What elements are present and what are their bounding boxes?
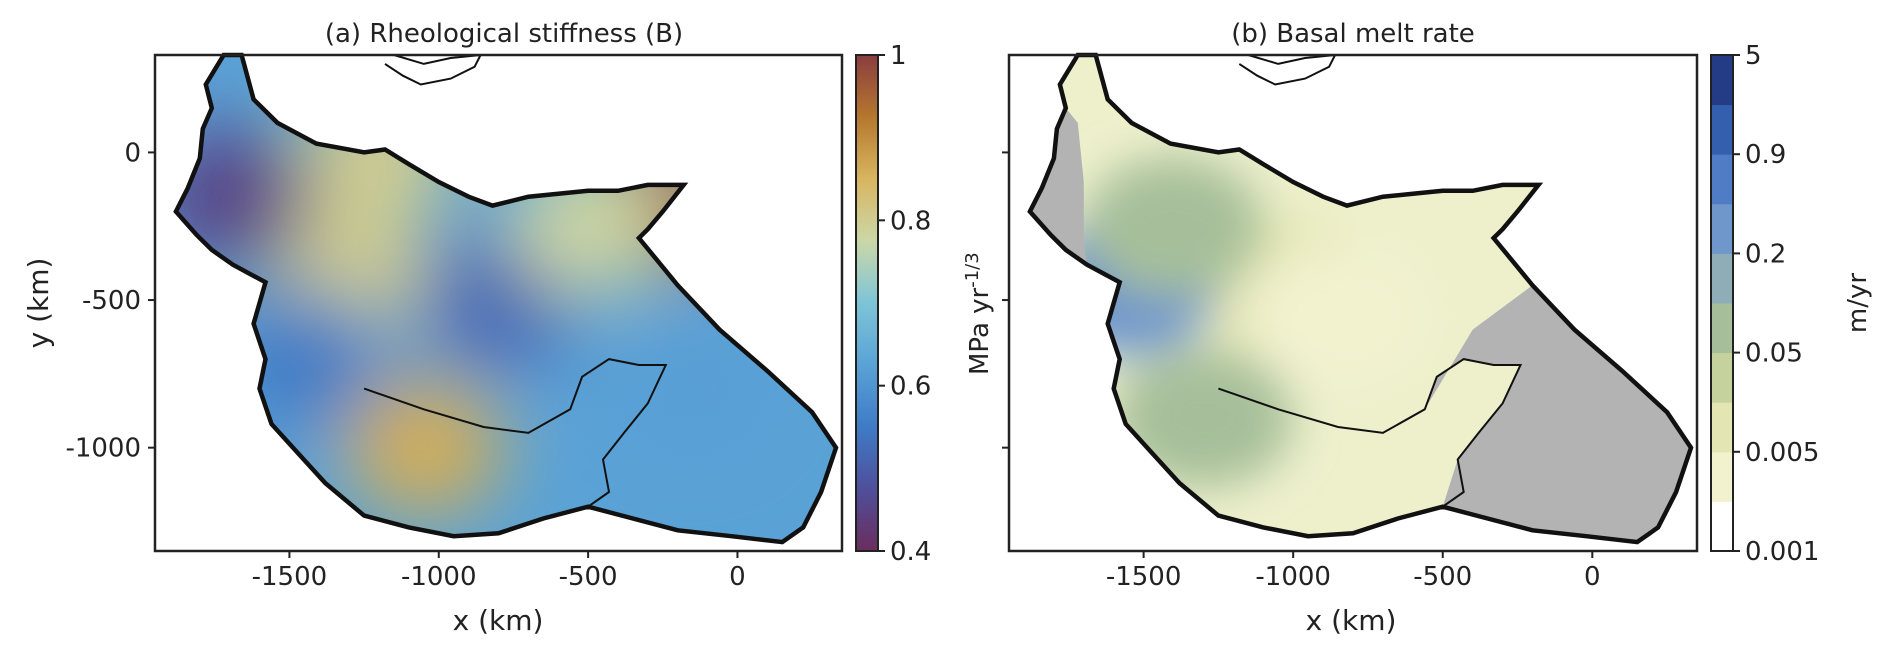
grounding-line-a	[363, 358, 668, 508]
axes-a: -1500 -1000 -500 0 0 -500 -1000	[65, 138, 745, 592]
stiffness-region	[343, 377, 504, 518]
melt-region	[1248, 244, 1429, 385]
melt-colorbar-band	[1711, 352, 1733, 403]
melt-colorbar-band	[1711, 104, 1733, 155]
axis-a-x-tick-label: -500	[559, 562, 618, 592]
melt-colorbar-frame	[1710, 54, 1734, 552]
melt-colorbar-band	[1711, 303, 1733, 354]
stiffness-colorbar-tick-label: 0.8	[890, 206, 931, 236]
axis-b-x-tick-label: -1000	[1255, 562, 1331, 592]
melt-colorbar: 0.001 0.005 0.05 0.2 0.9 5 m/yr	[1710, 41, 1873, 567]
melt-colorbar-tick-label: 0.2	[1745, 239, 1786, 269]
axis-b-x-tick-label: -1500	[1106, 562, 1182, 592]
melt-colorbar-band	[1711, 402, 1733, 453]
plot-frame-a	[153, 53, 844, 553]
axis-a-x-tick-label: -1500	[252, 562, 328, 592]
island-outline-b	[1238, 53, 1337, 86]
melt-colorbar-tick-label: 0.9	[1745, 140, 1786, 170]
melt-colorbar-band	[1711, 154, 1733, 205]
stiffness-region	[508, 156, 669, 297]
stiffness-colorbar-unit: MPa yr	[965, 287, 995, 375]
melt-colorbar-band	[1711, 451, 1733, 502]
melt-colorbar-band	[1711, 203, 1733, 254]
stiffness-colorbar: 0.4 0.6 0.8 1 MPa yr-1/3	[855, 41, 995, 567]
ice-shelf-outline-a	[173, 52, 839, 545]
melt-colorbar-band	[1711, 253, 1733, 304]
melt-colorbar-tick-label: 0.05	[1745, 339, 1803, 369]
stiffness-region	[175, 126, 310, 267]
stiffness-colorbar-tick-label: 0.4	[890, 537, 931, 567]
stiffness-region	[224, 289, 385, 430]
axes-b: -1500 -1000 -500 0	[1002, 151, 1601, 592]
melt-colorbar-bands	[1711, 55, 1733, 552]
stiffness-region	[612, 318, 773, 459]
axis-a-x-tick-label: 0	[729, 562, 746, 592]
ice-shelf-outline-b	[1027, 52, 1694, 545]
panel-a: (a) Rheological stiffness (B) -1500 -1000…	[22, 19, 995, 637]
melt-rate-map	[1027, 52, 1694, 545]
stiffness-colorbar-tick-label: 0.6	[890, 372, 931, 402]
axis-b-x-tick-label: 0	[1584, 562, 1601, 592]
melt-colorbar-ticks: 0.001 0.005 0.05 0.2 0.9 5	[1733, 41, 1819, 567]
melt-colorbar-tick-label: 0.005	[1745, 438, 1819, 468]
island-outline-a	[384, 53, 483, 86]
stiffness-colorbar-label: MPa yr-1/3	[962, 252, 995, 375]
panel-b: (b) Basal melt rate -1500 -1000 -500 0 x (k…	[1002, 19, 1873, 637]
panel-a-title: (a) Rheological stiffness (B)	[325, 19, 683, 49]
stiffness-colorbar-bar	[855, 54, 879, 552]
axis-a-y-tick-label: -1000	[65, 434, 141, 464]
axis-a-x-tick-label: -1000	[401, 562, 477, 592]
axis-b-x-tick-label: -500	[1413, 562, 1472, 592]
stiffness-colorbar-ticks: 0.4 0.6 0.8 1	[878, 41, 931, 567]
melt-region	[1113, 348, 1294, 489]
stiffness-map	[173, 52, 839, 545]
melt-colorbar-tick-label: 5	[1745, 41, 1762, 71]
grounding-line-b	[1218, 358, 1523, 508]
plot-frame-b	[1007, 53, 1699, 553]
melt-colorbar-tick-label: 0.001	[1745, 537, 1819, 567]
melt-colorbar-band	[1711, 501, 1733, 552]
x-axis-label-b: x (km)	[1306, 604, 1397, 637]
ice-shelf-grey-b	[1424, 285, 1691, 543]
axis-a-y-tick-label: 0	[124, 138, 141, 168]
panel-b-title: (b) Basal melt rate	[1231, 19, 1475, 49]
x-axis-label-a: x (km)	[453, 604, 544, 637]
melt-colorbar-label: m/yr	[1843, 273, 1873, 333]
axis-a-y-tick-label: -500	[82, 286, 141, 316]
stiffness-colorbar-tick-label: 1	[890, 41, 907, 71]
y-axis-label-a: y (km)	[22, 258, 55, 349]
stiffness-colorbar-exponent: -1/3	[962, 252, 983, 287]
melt-region	[1083, 156, 1264, 297]
melt-colorbar-band	[1711, 55, 1733, 106]
